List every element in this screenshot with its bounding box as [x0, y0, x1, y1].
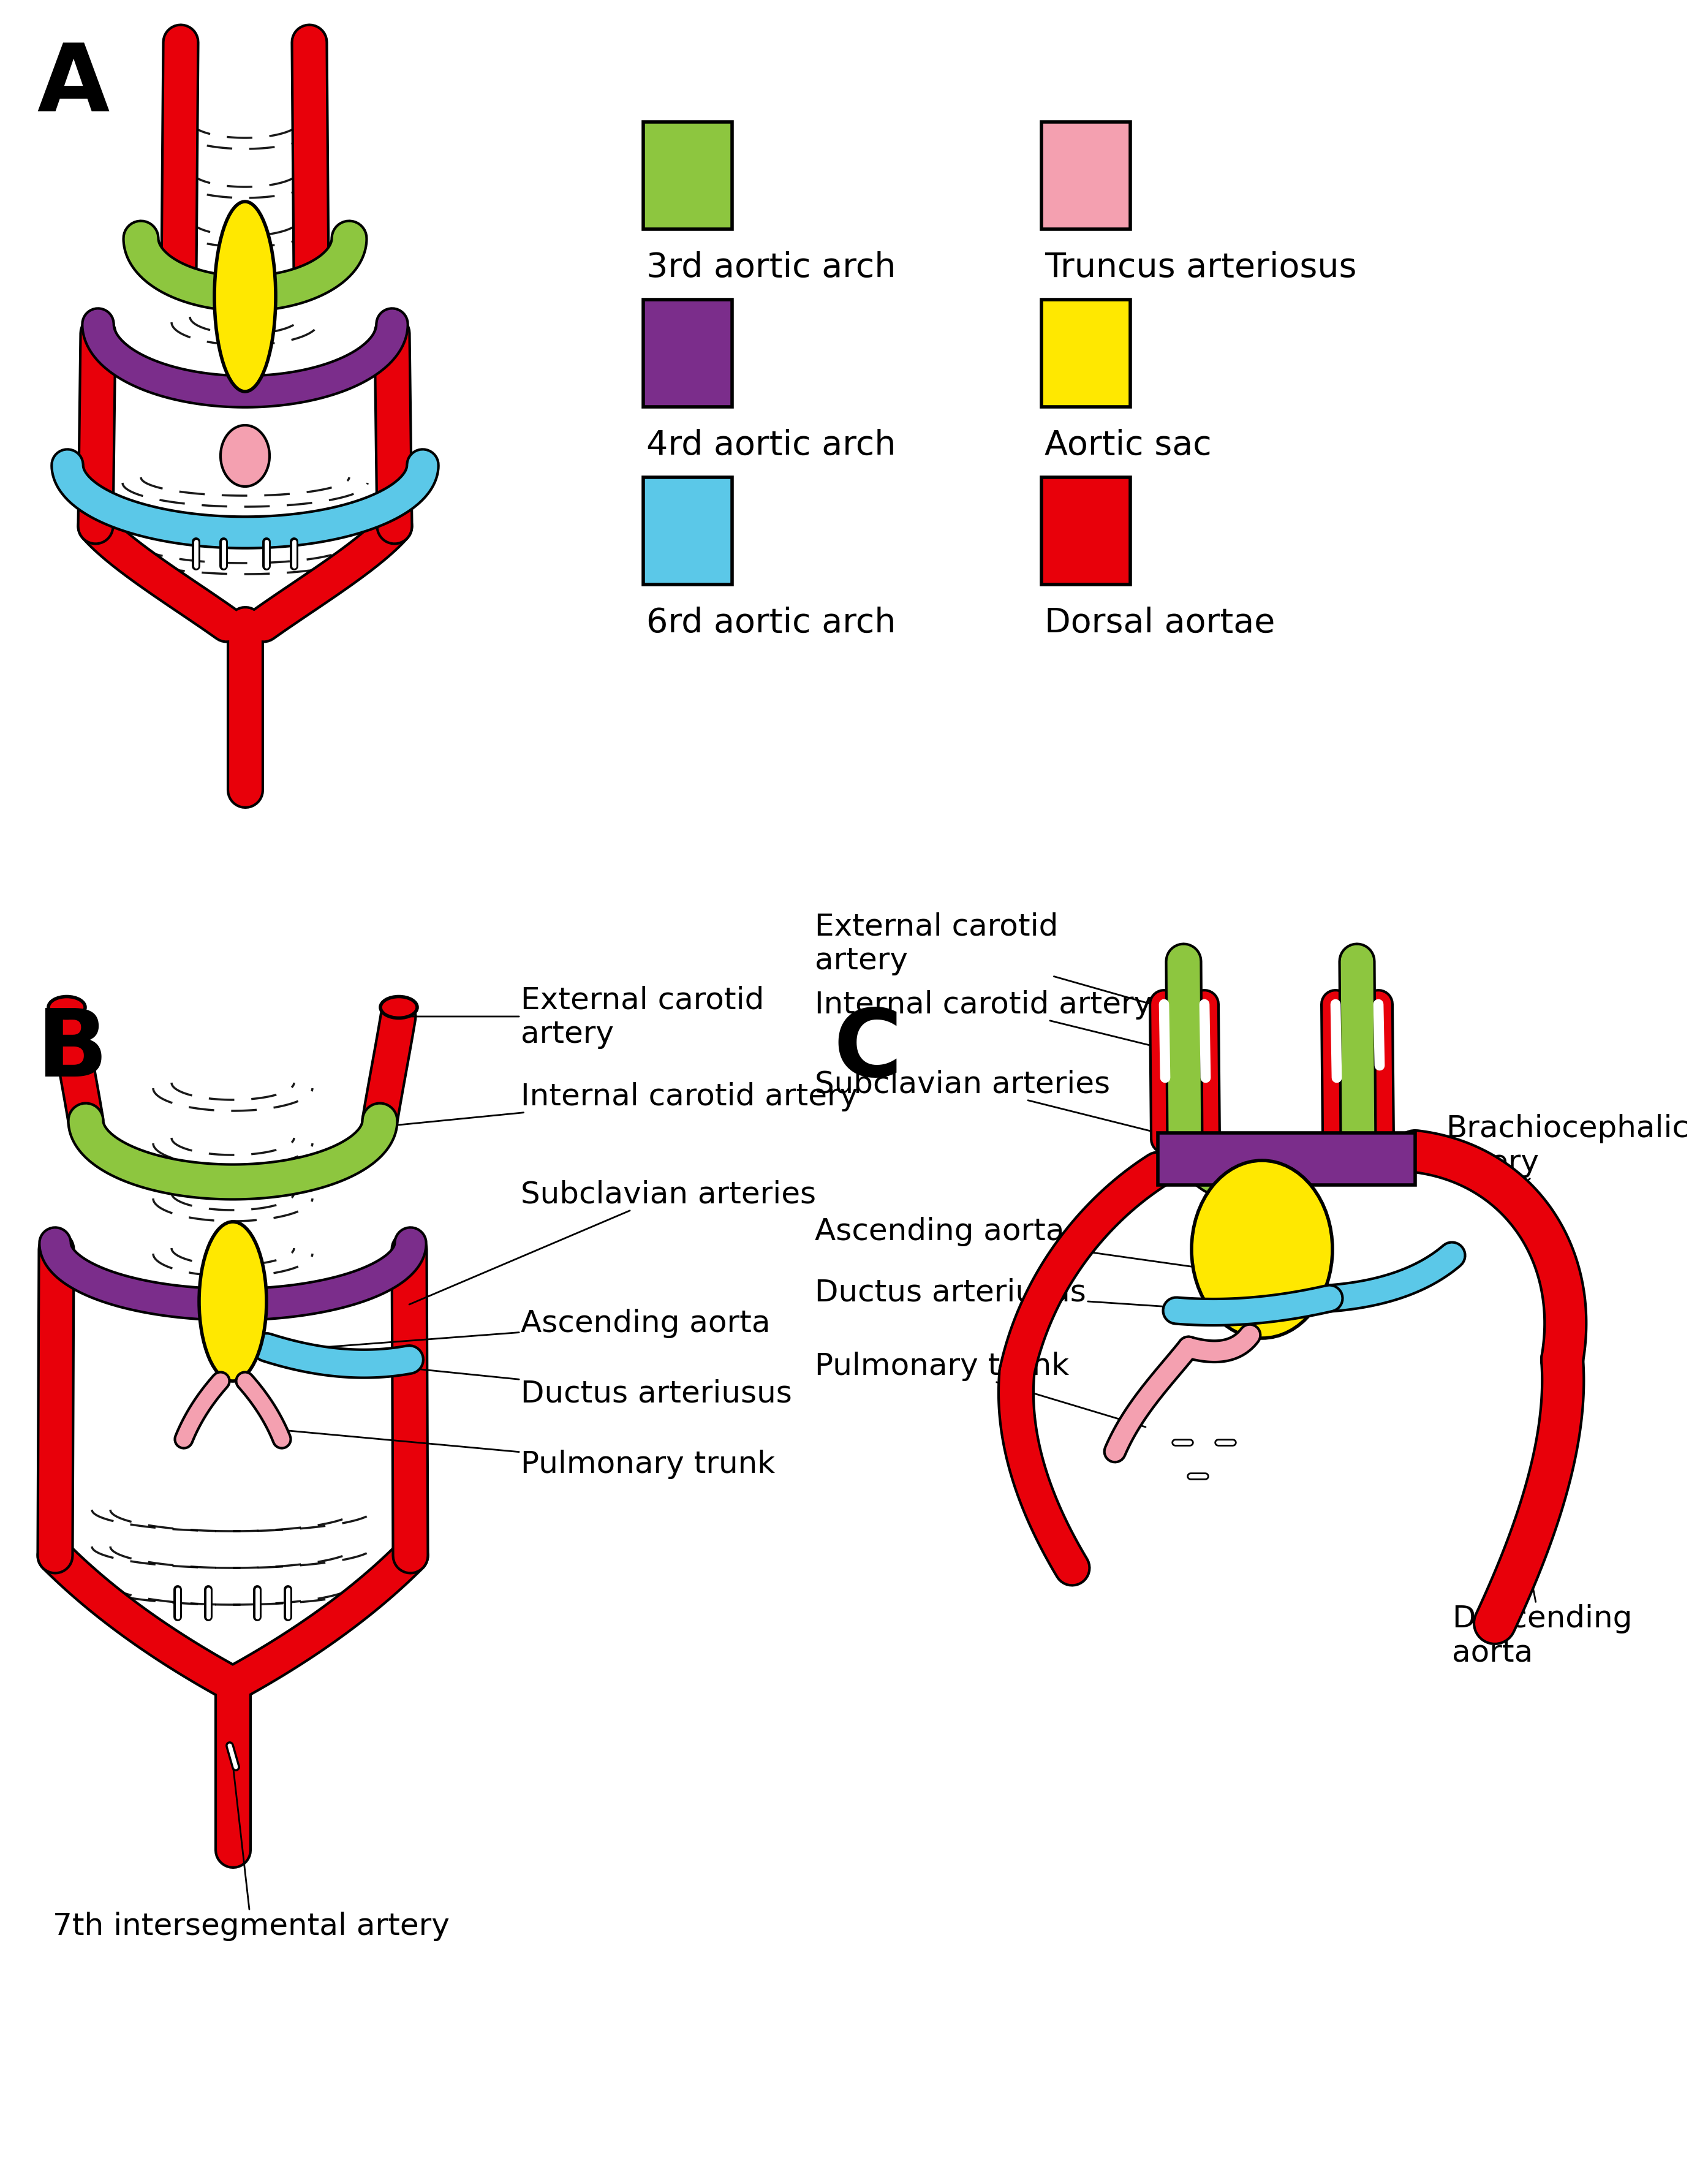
Text: Pulmonary trunk: Pulmonary trunk: [815, 1351, 1146, 1427]
Text: Descending
aorta: Descending aorta: [1452, 1581, 1633, 1668]
Text: Aortic sac: Aortic sac: [1045, 429, 1211, 462]
Text: Subclavian arteries: Subclavian arteries: [815, 1069, 1231, 1152]
FancyBboxPatch shape: [1042, 299, 1131, 408]
Text: Internal carotid artery: Internal carotid artery: [379, 1082, 857, 1128]
Text: Truncus arteriosus: Truncus arteriosus: [1045, 252, 1356, 284]
Text: Ductus arteriusus: Ductus arteriusus: [325, 1360, 793, 1408]
FancyBboxPatch shape: [644, 121, 733, 230]
Text: Brachiocephalic
artery: Brachiocephalic artery: [1445, 1113, 1689, 1189]
Ellipse shape: [200, 1221, 266, 1382]
Ellipse shape: [220, 425, 270, 488]
Ellipse shape: [48, 998, 85, 1019]
Ellipse shape: [215, 202, 275, 393]
Text: A: A: [38, 39, 109, 130]
FancyBboxPatch shape: [644, 299, 733, 408]
Text: 3rd aortic arch: 3rd aortic arch: [646, 252, 897, 284]
FancyBboxPatch shape: [1042, 477, 1131, 586]
FancyBboxPatch shape: [1158, 1132, 1416, 1184]
Text: 7th intersegmental artery: 7th intersegmental artery: [53, 1763, 449, 1941]
Text: Internal carotid artery: Internal carotid artery: [815, 989, 1182, 1054]
Text: 6rd aortic arch: 6rd aortic arch: [646, 607, 897, 640]
Text: Ascending aorta: Ascending aorta: [815, 1217, 1329, 1286]
Ellipse shape: [1192, 1160, 1332, 1338]
Ellipse shape: [381, 998, 417, 1019]
Text: Subclavian arteries: Subclavian arteries: [410, 1180, 816, 1306]
Text: Dorsal aortae: Dorsal aortae: [1045, 607, 1276, 640]
Text: External carotid
artery: External carotid artery: [815, 911, 1173, 1011]
Text: External carotid
artery: External carotid artery: [396, 985, 763, 1048]
Text: 4rd aortic arch: 4rd aortic arch: [646, 429, 897, 462]
FancyBboxPatch shape: [1042, 121, 1131, 230]
FancyBboxPatch shape: [644, 477, 733, 586]
Text: Ductus arteriusus: Ductus arteriusus: [815, 1278, 1225, 1310]
Text: Pulmonary trunk: Pulmonary trunk: [282, 1429, 775, 1479]
Text: B: B: [38, 1004, 108, 1095]
Text: C: C: [834, 1004, 902, 1095]
Text: Ascending aorta: Ascending aorta: [321, 1308, 770, 1347]
